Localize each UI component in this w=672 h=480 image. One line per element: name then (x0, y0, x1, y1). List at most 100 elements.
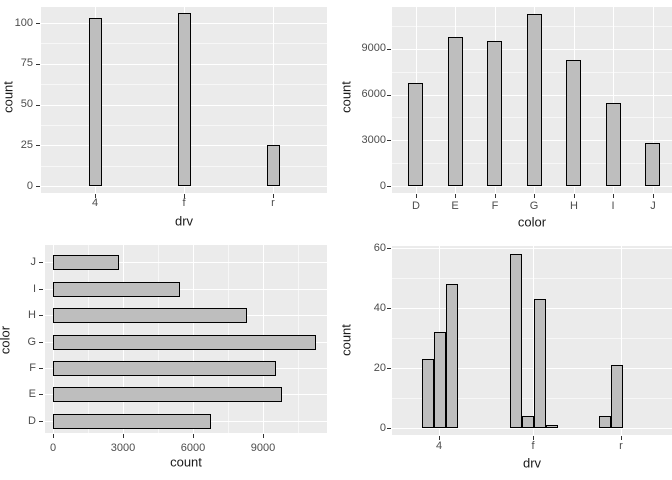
category-label: E (28, 388, 36, 400)
tick-mark (39, 394, 43, 395)
gridline-category (621, 246, 622, 435)
tick-mark (387, 308, 391, 309)
bar (606, 103, 621, 186)
bar (408, 83, 423, 186)
tick-mark (39, 315, 43, 316)
chart-drv-count: drv count 0 25 50 75 100 4 f r (0, 0, 336, 240)
bar (527, 14, 542, 186)
bar (566, 60, 581, 186)
category-label: F (29, 362, 36, 374)
tick-label: 20 (373, 362, 386, 374)
bar (53, 387, 282, 402)
tick-label: 100 (14, 17, 33, 29)
tick-label: 6000 (361, 88, 386, 100)
tick-mark (387, 49, 391, 50)
gridline-category (613, 7, 614, 193)
tick-label: 3000 (110, 442, 136, 454)
bar (446, 284, 458, 428)
gridline-major (392, 428, 672, 429)
category-label: F (491, 200, 499, 212)
bar (510, 254, 522, 428)
tick-label: 6000 (180, 442, 206, 454)
bar (267, 145, 280, 186)
tick-label: 0 (26, 180, 33, 192)
tick-label: 0 (49, 442, 57, 454)
tick-mark (184, 194, 185, 198)
tick-mark (39, 368, 43, 369)
tick-mark (39, 289, 43, 290)
tick-mark (613, 194, 614, 198)
tick-mark (39, 262, 43, 263)
x-axis-title: color (517, 214, 547, 230)
bar (599, 416, 611, 428)
bar (448, 37, 463, 186)
tick-mark (36, 105, 40, 106)
tick-mark (495, 194, 496, 198)
tick-mark (39, 342, 43, 343)
category-label: G (27, 336, 36, 348)
category-label: G (529, 200, 539, 212)
bar (487, 41, 502, 186)
category-label: I (611, 200, 615, 212)
category-label: H (28, 309, 36, 321)
bar (546, 425, 558, 428)
gridline-category (45, 289, 327, 290)
category-label: 4 (91, 197, 99, 209)
gridline-major (392, 248, 672, 249)
tick-mark (387, 95, 391, 96)
gridline-category (273, 7, 274, 193)
bar (422, 359, 434, 428)
bar (53, 255, 119, 270)
category-label: J (650, 200, 656, 212)
tick-label: 75 (20, 57, 33, 69)
tick-label: 40 (373, 302, 386, 314)
bar (53, 361, 276, 376)
category-label: H (570, 200, 578, 212)
tick-mark (387, 186, 391, 187)
tick-mark (387, 248, 391, 249)
tick-mark (387, 428, 391, 429)
gridline-category (45, 262, 327, 263)
bar (534, 299, 546, 428)
gridline-minor (392, 398, 672, 399)
tick-mark (36, 23, 40, 24)
tick-mark (387, 140, 391, 141)
tick-label: 3000 (361, 134, 386, 146)
tick-mark (53, 434, 54, 438)
tick-mark (455, 194, 456, 198)
tick-mark (193, 434, 194, 438)
chart-color-count-horizontal: count color 0 3000 6000 9000 J I H G F E D (0, 240, 336, 480)
gridline-minor (392, 338, 672, 339)
gridline-major (392, 368, 672, 369)
tick-label: 0 (379, 422, 386, 434)
tick-mark (123, 434, 124, 438)
category-label: I (32, 283, 36, 295)
tick-label: 9000 (361, 42, 386, 54)
bar (89, 18, 102, 186)
bar (178, 13, 191, 186)
tick-mark (533, 436, 534, 440)
gridline-major (392, 186, 672, 187)
tick-mark (653, 194, 654, 198)
tick-label: 60 (373, 242, 386, 254)
tick-mark (416, 194, 417, 198)
tick-label: 9000 (250, 442, 276, 454)
category-label: 4 (435, 440, 443, 452)
bar (53, 308, 247, 323)
bar (645, 143, 660, 186)
x-axis-title: drv (174, 213, 194, 229)
category-label: J (30, 256, 37, 268)
tick-mark (621, 436, 622, 440)
category-label: f (182, 197, 186, 209)
category-label: f (531, 440, 535, 452)
tick-mark (273, 194, 274, 198)
tick-mark (95, 194, 96, 198)
tick-mark (263, 434, 264, 438)
tick-mark (387, 368, 391, 369)
tick-mark (439, 436, 440, 440)
chart-color-count: color count 0 3000 6000 9000 D E F G H I J (336, 0, 672, 240)
gridline-category (653, 7, 654, 193)
tick-mark (39, 421, 43, 422)
tick-mark (36, 186, 40, 187)
